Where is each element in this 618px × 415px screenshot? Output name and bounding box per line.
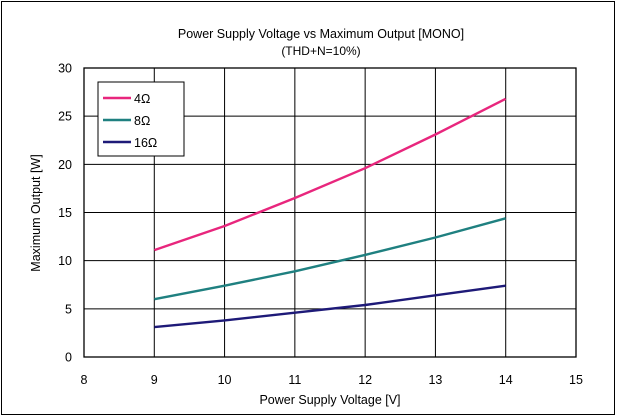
y-tick-label: 15 xyxy=(58,206,72,220)
x-tick-label: 11 xyxy=(288,373,301,387)
plot-area-border xyxy=(83,67,577,358)
x-axis-label: Power Supply Voltage [V] xyxy=(259,393,400,407)
y-tick-label: 5 xyxy=(65,302,72,316)
tick-labels: 0 5 10 15 20 25 30 8 9 10 11 12 13 14 15 xyxy=(58,62,583,388)
y-tick-label: 10 xyxy=(58,254,72,268)
series-line-2 xyxy=(154,217,507,301)
legend: 4Ω 8Ω 16Ω xyxy=(97,81,185,157)
series-line-1 xyxy=(153,97,507,252)
x-tick-label: 15 xyxy=(569,373,583,387)
y-tick-label: 30 xyxy=(58,62,72,76)
y-axis-label: Maximum Output [W] xyxy=(29,154,43,271)
legend-label: 4Ω xyxy=(134,92,150,106)
y-tick-label: 0 xyxy=(65,351,72,365)
series-line-3 xyxy=(154,284,506,329)
legend-label: 8Ω xyxy=(134,114,150,128)
chart-subtitle: (THD+N=10%) xyxy=(281,44,360,58)
x-tick-label: 13 xyxy=(428,373,442,387)
y-tick-label: 20 xyxy=(58,158,72,172)
x-tick-label: 9 xyxy=(151,373,158,387)
x-tick-label: 12 xyxy=(358,373,372,387)
x-tick-label: 10 xyxy=(218,373,232,387)
x-tick-label: 8 xyxy=(81,373,88,387)
series-lines xyxy=(153,97,507,329)
x-tick-label: 14 xyxy=(499,373,513,387)
legend-label: 16Ω xyxy=(134,136,157,150)
chart-title: Power Supply Voltage vs Maximum Output [… xyxy=(178,27,464,41)
y-tick-label: 25 xyxy=(58,110,72,124)
